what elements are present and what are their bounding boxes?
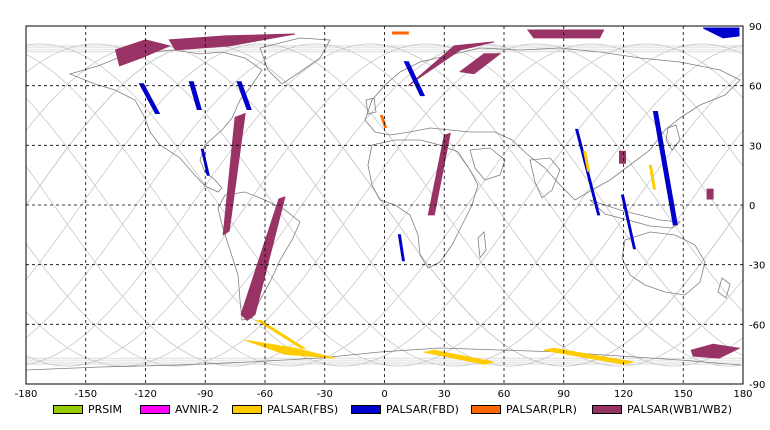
lon-tick-label: 0 <box>381 389 387 400</box>
swath-palsar-wb1-wb2 <box>690 343 741 359</box>
legend-label-prism: PRSIM <box>88 402 122 416</box>
swath-palsar-fbs <box>583 150 591 172</box>
swath-palsar-plr <box>392 31 409 35</box>
data-swaths <box>115 27 741 365</box>
swath-palsar-wb1-wb2 <box>706 188 714 200</box>
swath-palsar-fbs <box>244 339 335 359</box>
swath-palsar-wb1-wb2 <box>427 132 451 216</box>
swath-palsar-fbs <box>255 319 307 349</box>
swath-palsar-wb1-wb2 <box>240 196 286 322</box>
lat-tick-label: 90 <box>749 22 762 33</box>
legend-swatch-palsar-plr <box>471 404 501 414</box>
lat-tick-label: 30 <box>749 141 762 152</box>
lon-tick-label: -120 <box>134 389 157 400</box>
legend-label-palsar-fbd: PALSAR(FBD) <box>386 402 459 416</box>
swath-palsar-fbd <box>236 81 252 110</box>
lat-tick-label: -90 <box>749 380 765 391</box>
lon-tick-label: -90 <box>197 389 213 400</box>
swath-palsar-plr <box>379 115 388 128</box>
lat-tick-label: -60 <box>749 320 765 331</box>
swath-palsar-fbd <box>702 27 740 39</box>
swath-palsar-wb1-wb2 <box>458 53 502 75</box>
legend: PRSIM AVNIR-2 PALSAR(FBS) PALSAR(FBD) PA… <box>0 401 770 421</box>
lon-tick-label: 180 <box>733 389 752 400</box>
swath-palsar-fbd <box>397 234 405 262</box>
legend-item-palsar-plr: PALSAR(PLR) <box>471 401 577 417</box>
legend-label-palsar-wb: PALSAR(WB1/WB2) <box>627 402 733 416</box>
lon-tick-label: -60 <box>257 389 273 400</box>
swath-palsar-fbs <box>648 164 656 190</box>
longitude-tick-labels: -180 -150 -120 -90 -60 -30 0 30 60 90 120 150 180 <box>15 389 753 400</box>
legend-label-palsar-plr: PALSAR(PLR) <box>506 402 577 416</box>
lon-tick-label: -30 <box>317 389 333 400</box>
latitude-tick-labels: 90 60 30 0 -30 -60 -90 <box>749 22 765 391</box>
lon-tick-label: 120 <box>614 389 633 400</box>
lon-tick-label: 30 <box>438 389 451 400</box>
swath-palsar-wb1-wb2 <box>168 33 295 51</box>
swath-palsar-wb1-wb2 <box>115 39 171 67</box>
legend-item-palsar-fbs: PALSAR(FBS) <box>232 401 338 417</box>
swath-palsar-wb1-wb2 <box>619 150 626 164</box>
swath-palsar-fbd <box>403 61 426 97</box>
legend-label-avnir2: AVNIR-2 <box>175 402 219 416</box>
legend-label-palsar-fbs: PALSAR(FBS) <box>267 402 339 416</box>
legend-swatch-prism <box>53 404 83 414</box>
swath-palsar-fbd <box>188 81 202 110</box>
swath-palsar-wb1-wb2 <box>526 29 605 39</box>
legend-item-palsar-wb: PALSAR(WB1/WB2) <box>592 401 732 417</box>
legend-item-prism: PRSIM <box>53 401 122 417</box>
lon-tick-label: 90 <box>557 389 570 400</box>
lon-tick-label: -150 <box>74 389 97 400</box>
legend-item-palsar-fbd: PALSAR(FBD) <box>351 401 459 417</box>
legend-item-avnir2: AVNIR-2 <box>140 401 219 417</box>
legend-swatch-palsar-fbs <box>232 404 262 414</box>
legend-swatch-avnir2 <box>140 404 170 414</box>
lon-tick-label: 60 <box>498 389 511 400</box>
swath-palsar-fbd <box>620 194 637 250</box>
coastlines <box>25 37 741 371</box>
swath-palsar-fbd <box>652 111 678 226</box>
lat-tick-label: 60 <box>749 82 762 93</box>
swath-palsar-fbs <box>543 347 634 365</box>
swath-palsar-fbd <box>575 128 601 216</box>
legend-swatch-palsar-wb <box>592 404 622 414</box>
swath-palsar-wb1-wb2 <box>222 112 246 236</box>
lat-tick-label: 0 <box>749 201 755 212</box>
swath-palsar-fbs <box>424 349 495 365</box>
legend-swatch-palsar-fbd <box>351 404 381 414</box>
plot-border <box>25 25 744 385</box>
lon-tick-label: -180 <box>15 389 38 400</box>
lat-tick-label: -30 <box>749 261 765 272</box>
swath-palsar-fbd <box>138 83 161 114</box>
lon-tick-label: 150 <box>674 389 693 400</box>
